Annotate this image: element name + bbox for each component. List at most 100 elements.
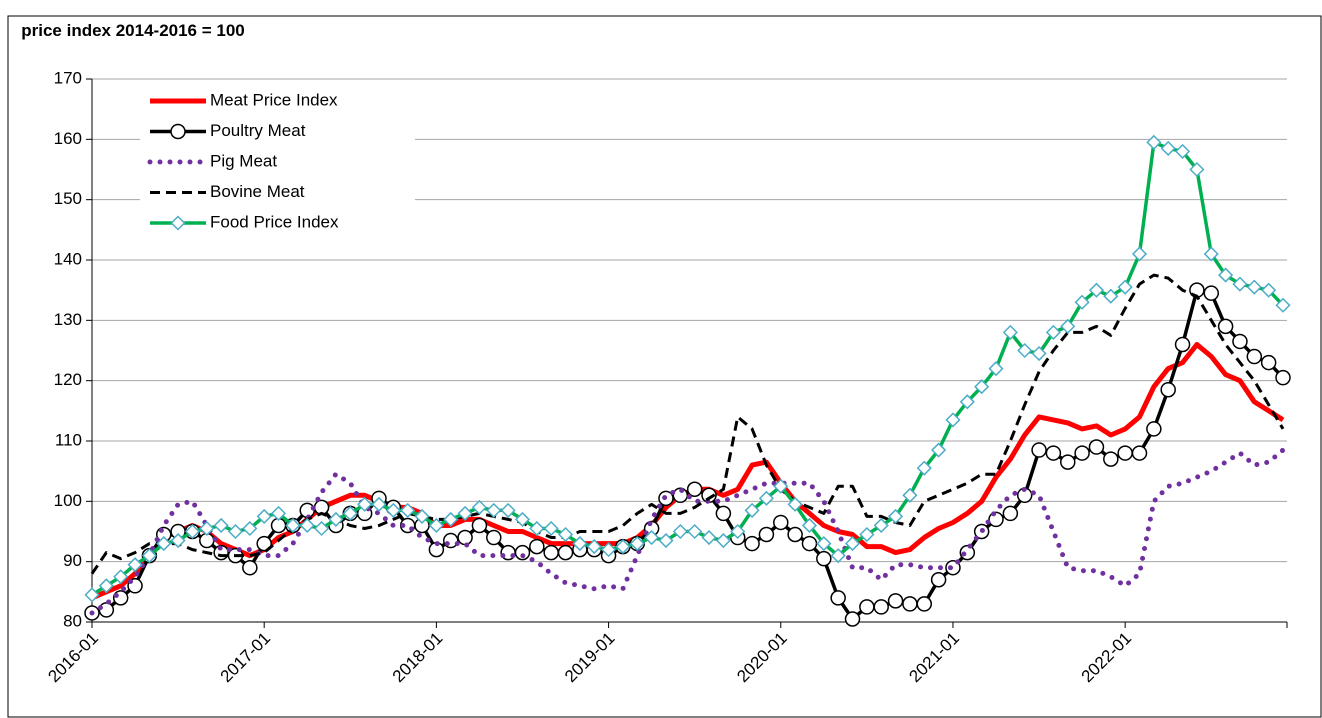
marker [888, 508, 904, 524]
marker [270, 505, 287, 521]
legend: Meat Price Index Poultry Meat Pig Meat Bovi… [140, 86, 415, 238]
marker [486, 529, 502, 546]
legend-label: Bovine Meat [210, 182, 305, 201]
marker [873, 599, 889, 615]
marker [1117, 445, 1133, 461]
y-tick-label: 120 [54, 370, 82, 389]
marker [184, 523, 201, 540]
marker [170, 123, 186, 140]
series-line [91, 342, 1285, 601]
marker [1045, 445, 1062, 461]
marker [1218, 267, 1234, 283]
marker [644, 529, 660, 546]
marker [1074, 294, 1090, 310]
legend-label: Food Price Index [210, 212, 339, 231]
marker [730, 523, 746, 540]
marker [931, 442, 947, 458]
marker [543, 544, 559, 561]
marker [701, 529, 717, 546]
marker [945, 412, 961, 428]
marker [471, 499, 487, 515]
marker [127, 557, 143, 573]
marker [844, 611, 861, 627]
marker [672, 487, 689, 504]
marker [170, 215, 186, 231]
marker [758, 490, 774, 506]
marker [256, 535, 272, 552]
marker [500, 502, 516, 518]
marker [887, 593, 904, 609]
marker [213, 517, 229, 534]
marker [84, 587, 100, 603]
marker [787, 496, 803, 512]
marker [471, 517, 488, 534]
marker [1160, 381, 1176, 398]
marker [443, 511, 459, 527]
marker [572, 536, 588, 552]
marker [328, 511, 344, 527]
marker [457, 505, 473, 521]
y-tick-label: 90 [63, 551, 82, 570]
legend-label: Poultry Meat [210, 121, 306, 140]
y-tick-label: 160 [54, 129, 82, 148]
marker [529, 520, 545, 537]
marker [672, 523, 688, 540]
marker [715, 532, 731, 549]
marker [1103, 451, 1119, 467]
marker [400, 502, 416, 518]
marker [658, 532, 674, 549]
marker [816, 536, 832, 552]
marker [1131, 445, 1148, 461]
marker [385, 502, 401, 518]
marker [601, 542, 617, 558]
marker [902, 596, 918, 612]
marker [1002, 505, 1019, 522]
marker [773, 478, 789, 494]
marker [457, 529, 473, 546]
x-tick-label: 2020-01 [733, 629, 791, 687]
marker [859, 599, 875, 615]
marker [1203, 285, 1220, 301]
marker [1189, 161, 1205, 178]
series [89, 447, 1286, 616]
series [84, 134, 1291, 603]
marker [930, 572, 947, 588]
marker [1174, 143, 1191, 159]
series [91, 342, 1285, 601]
marker [715, 505, 732, 522]
marker [1031, 345, 1047, 362]
chart-border [7, 15, 1322, 718]
marker [873, 517, 889, 534]
marker [428, 517, 444, 534]
marker [1203, 246, 1219, 262]
marker [1146, 421, 1162, 437]
marker [1232, 333, 1248, 350]
marker [256, 508, 272, 524]
marker [787, 526, 803, 543]
marker [586, 539, 602, 555]
marker [859, 526, 875, 543]
marker [1017, 342, 1033, 359]
marker [242, 559, 258, 576]
marker [744, 502, 760, 518]
marker [1045, 324, 1061, 340]
marker [773, 514, 789, 531]
marker [514, 511, 531, 527]
marker [1261, 282, 1277, 298]
legend-label: Pig Meat [210, 151, 277, 170]
marker [844, 536, 861, 552]
marker [916, 460, 932, 476]
y-tick-label: 150 [54, 189, 82, 208]
marker [514, 544, 531, 561]
marker [314, 520, 330, 537]
marker [1088, 439, 1105, 455]
x-tick-label: 2022-01 [1078, 629, 1136, 687]
marker [199, 520, 215, 537]
marker [1088, 282, 1105, 298]
marker [1060, 318, 1076, 334]
marker [1002, 324, 1018, 340]
y-tick-label: 80 [63, 611, 82, 630]
marker [1246, 279, 1262, 295]
